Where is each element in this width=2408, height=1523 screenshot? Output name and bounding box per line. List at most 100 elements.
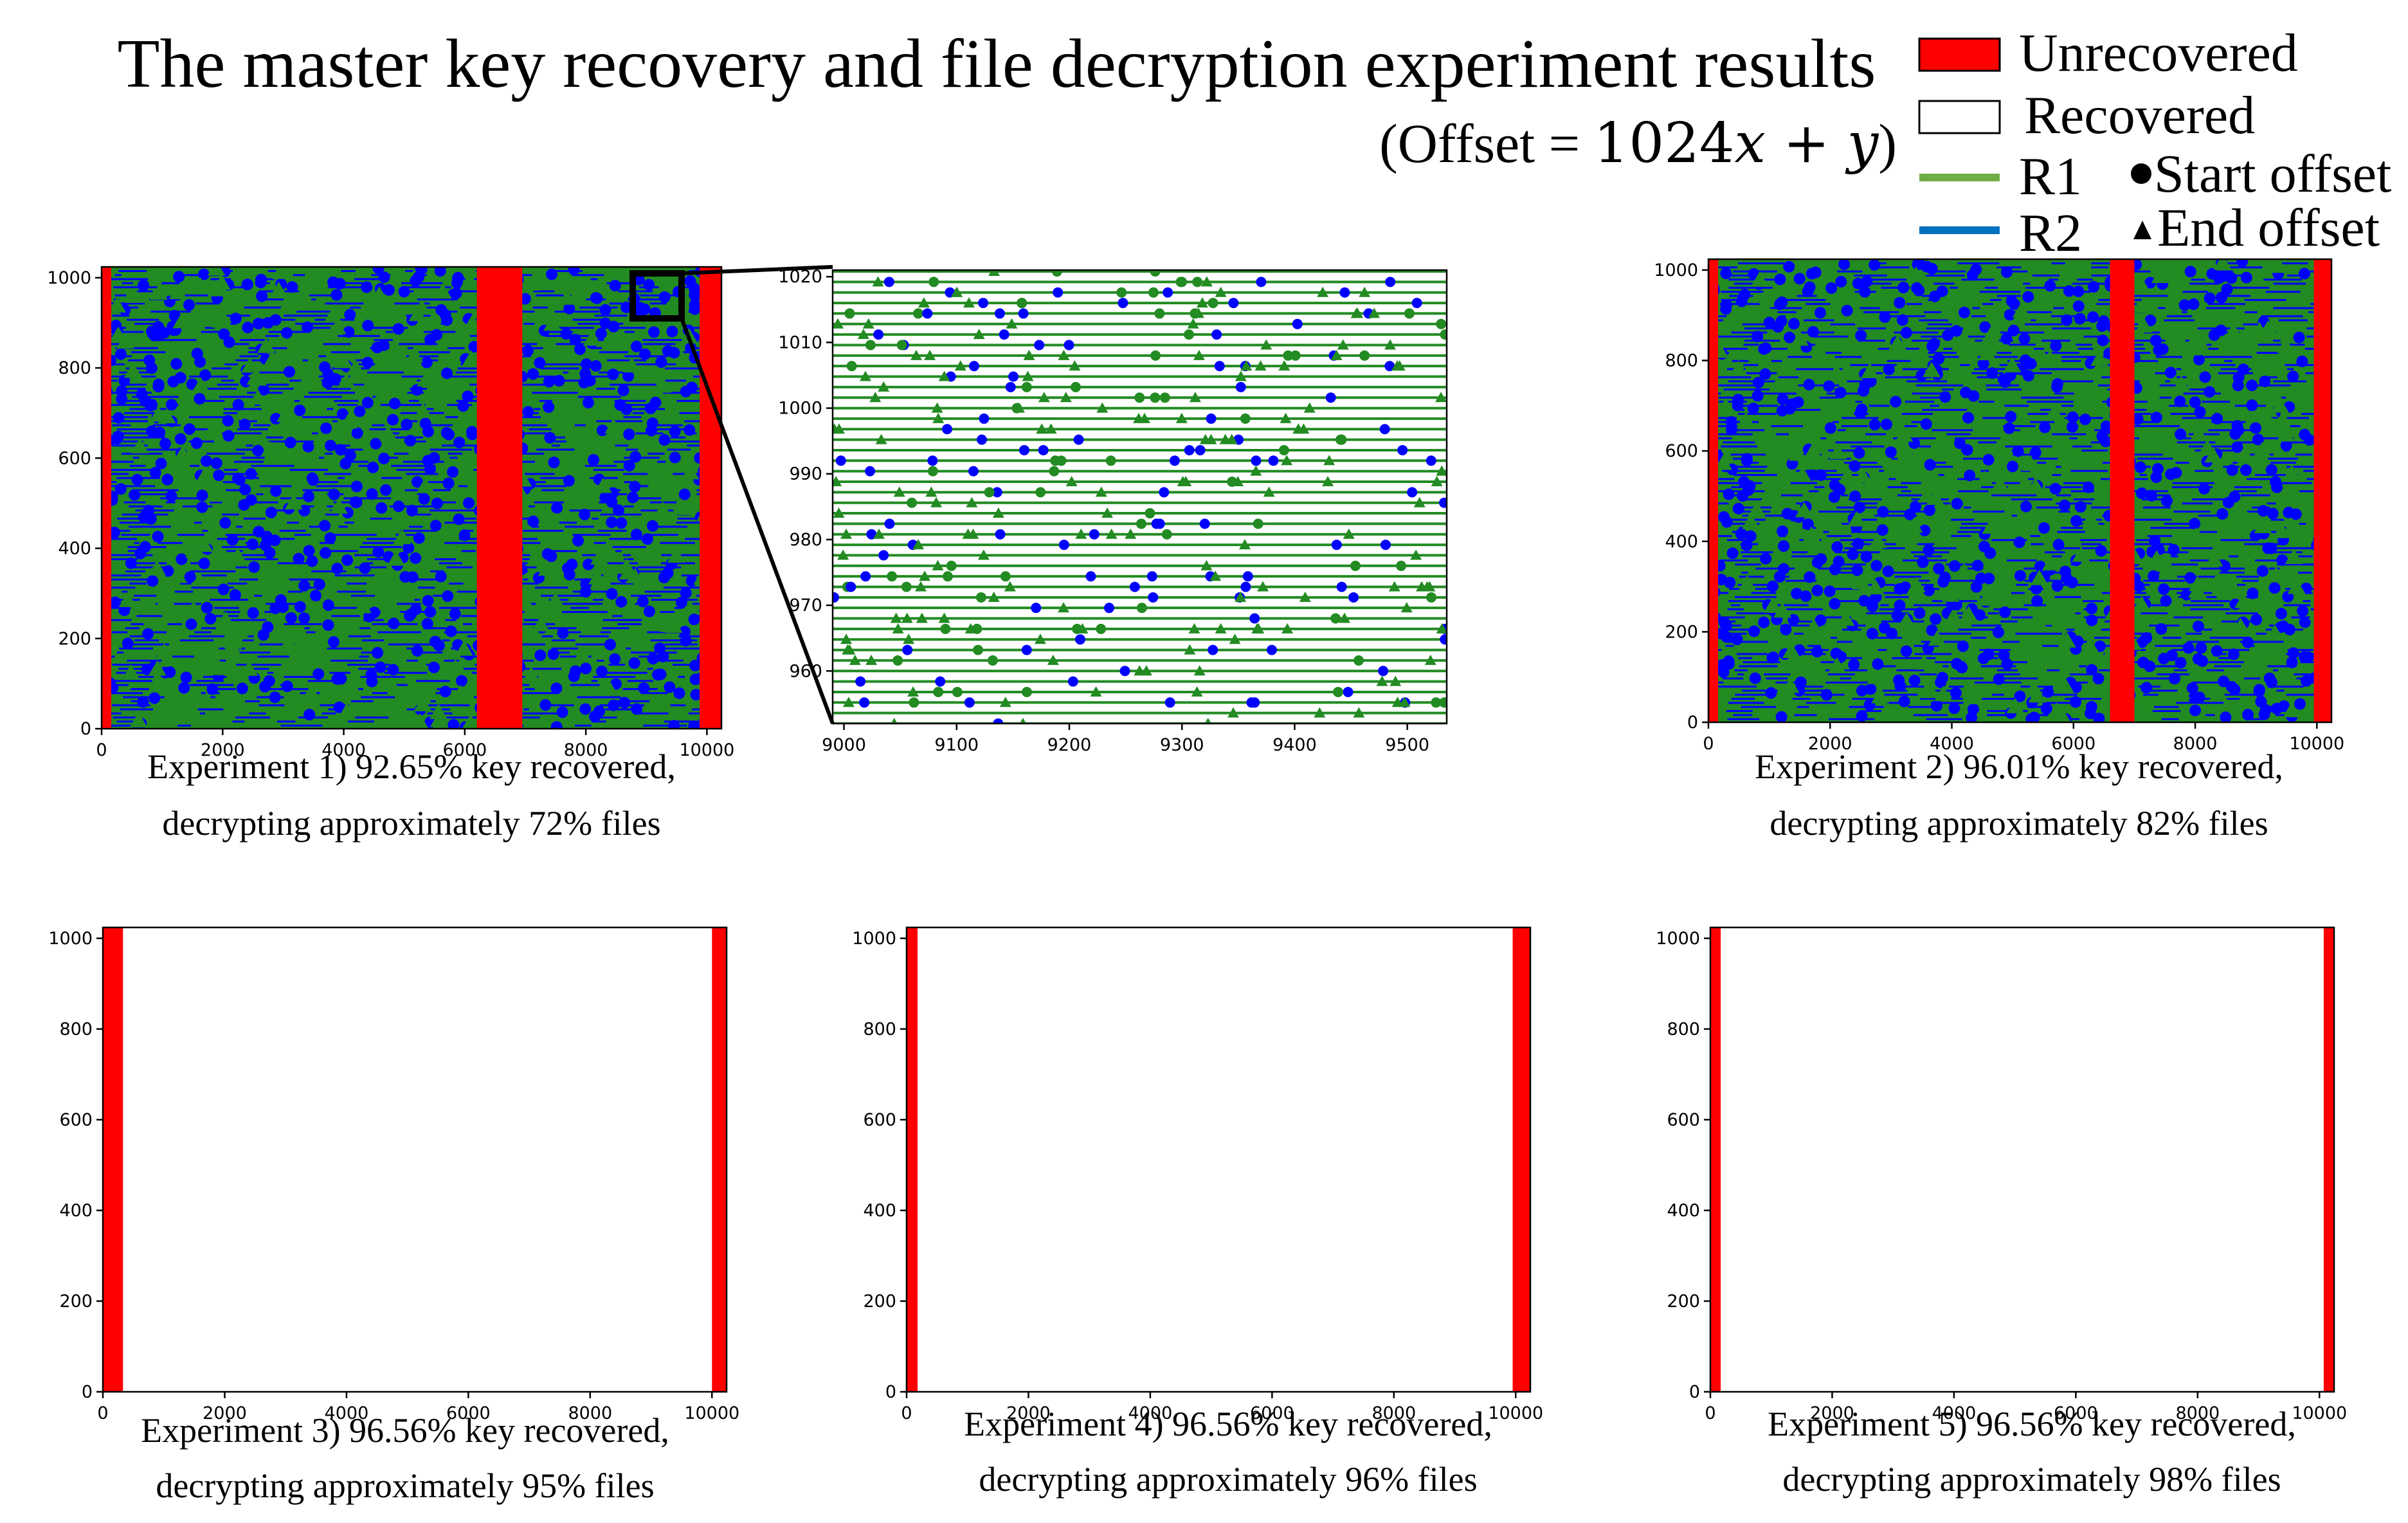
r2-start-point [664, 681, 676, 693]
end-point [1139, 412, 1151, 423]
r2-line [444, 659, 459, 662]
r2-start-point [1865, 683, 1877, 695]
r1-end-point [1921, 682, 1940, 698]
r2-start-point [1917, 556, 1929, 569]
r2-start-point [2296, 355, 2308, 367]
r2-start-point [578, 376, 590, 388]
r2-line [105, 558, 138, 560]
r2-line [2141, 583, 2150, 586]
zoom-connector-top [681, 265, 833, 275]
r2-line [1885, 596, 1909, 598]
r1-end-point [2045, 404, 2063, 420]
r1-end-point [2253, 441, 2272, 457]
r2-line [2283, 604, 2311, 606]
r2-line [1807, 644, 1821, 647]
r2-start-point [2044, 280, 2056, 292]
r2-line [632, 412, 644, 414]
r2-start-point [376, 502, 388, 514]
r2-line [2173, 669, 2187, 671]
r2-line [1926, 718, 1962, 720]
figure-title: The master key recovery and file decrypt… [118, 26, 1876, 102]
r2-start-point [180, 671, 192, 684]
r2-line [324, 473, 351, 475]
end-point [1188, 623, 1200, 634]
r1-end-point [1867, 668, 1885, 684]
r2-line [2021, 396, 2064, 399]
r1-end-point [2205, 551, 2223, 567]
r2-start-point [1923, 585, 1935, 597]
r2-start-point [226, 534, 239, 546]
start-point [1440, 329, 1447, 340]
r1-end-point [1773, 602, 1791, 618]
r2-start-point [439, 686, 451, 698]
r1-end-point [1871, 688, 1890, 704]
r2-line [531, 525, 539, 528]
r2-start-point [608, 699, 620, 711]
r2-line [2273, 482, 2312, 484]
r1-end-point [2082, 520, 2101, 536]
r1-end-point [2081, 510, 2100, 526]
r2-start-point [683, 424, 696, 436]
r2-line [2270, 518, 2285, 521]
r2-line [338, 525, 349, 528]
r1-end-point [2209, 684, 2228, 700]
r2-line [650, 639, 698, 642]
r2-line [2273, 669, 2278, 671]
r2-start-point [403, 542, 415, 554]
r2-start-point [1835, 275, 1847, 287]
r2-line [1861, 710, 1882, 713]
start-point [942, 424, 953, 435]
r2-start-point [2134, 461, 2146, 473]
r2-start-point [321, 377, 334, 389]
r2-line [120, 522, 154, 524]
r2-start-point [165, 490, 177, 502]
r2-line [131, 351, 166, 354]
r2-start-point [1860, 551, 1872, 563]
r2-line [2286, 441, 2308, 444]
r2-start-point [604, 639, 617, 651]
r2-start-point [2204, 292, 2216, 304]
start-point [1242, 571, 1253, 582]
r2-line [1779, 376, 1799, 379]
r2-start-point [1894, 583, 1906, 595]
r2-line [2286, 693, 2328, 696]
r2-start-point [1834, 387, 1847, 399]
r2-line [2173, 616, 2204, 619]
start-point [964, 697, 975, 708]
panel-zoom-inset: 9000 9100 9200 9300 9400 95009609709809901000… [778, 267, 1448, 755]
start-point [1208, 644, 1218, 655]
r2-line [2297, 555, 2313, 558]
r2-start-point [269, 602, 282, 614]
r2-start-point [2086, 614, 2098, 626]
r2-start-point [1774, 273, 1786, 286]
r2-start-point [2215, 324, 2227, 336]
r2-line [647, 452, 665, 455]
r2-start-point [294, 601, 306, 613]
r2-start-point [2051, 579, 2063, 592]
r2-line [455, 371, 482, 374]
r2-start-point [1852, 538, 1864, 550]
axes-frame [100, 266, 723, 730]
r2-start-point [2007, 324, 2020, 336]
r2-line [253, 424, 271, 426]
r1-end-point [619, 564, 637, 580]
end-point [1076, 623, 1089, 634]
r2-start-point [1830, 648, 1842, 660]
r2-line [439, 562, 463, 565]
end-point [1125, 528, 1137, 539]
r2-start-point [652, 669, 664, 681]
r2-start-point [1829, 597, 1841, 610]
r2-line [2218, 693, 2263, 696]
start-point [1240, 581, 1251, 592]
r2-line [594, 315, 628, 317]
r2-start-point [2132, 413, 2144, 425]
r2-line [1734, 669, 1748, 671]
r1-line-series [833, 270, 1447, 724]
r2-line [349, 635, 371, 637]
r2-start-point [334, 444, 347, 456]
start-point [1331, 540, 1342, 551]
r2-line [2242, 579, 2259, 582]
r2-start-point [1898, 695, 1910, 707]
r2-line [311, 298, 316, 301]
r2-line [1735, 563, 1761, 566]
